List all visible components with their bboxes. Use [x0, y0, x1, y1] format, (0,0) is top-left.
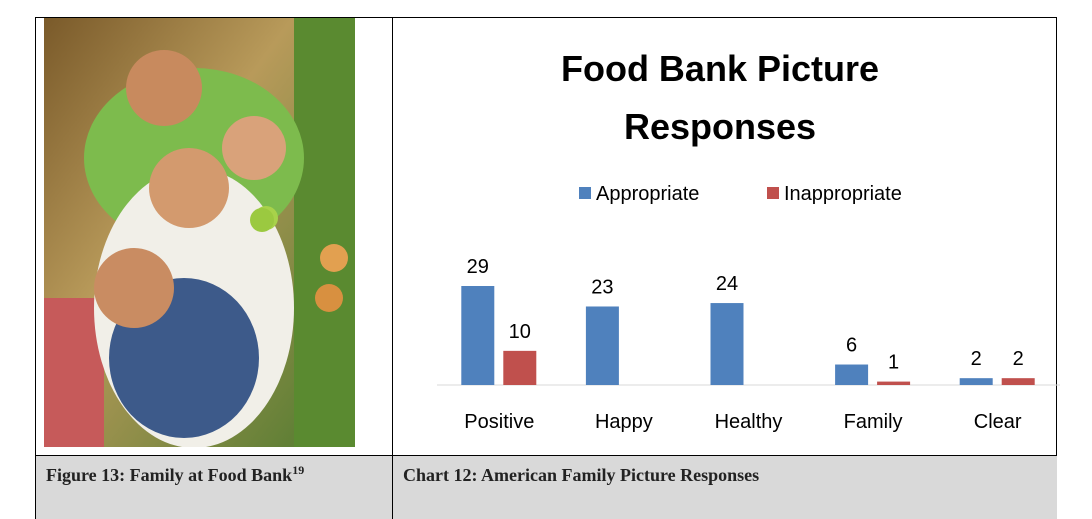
x-tick-label: Clear	[974, 411, 1022, 433]
value-label: 24	[716, 273, 738, 295]
value-label: 2	[971, 348, 982, 370]
bar	[877, 381, 911, 385]
bar	[835, 364, 869, 385]
value-label: 2	[1013, 348, 1024, 370]
chart-caption: Chart 12: American Family Picture Respon…	[393, 456, 1057, 519]
x-tick-label: Happy	[595, 411, 653, 433]
value-label: 6	[846, 335, 857, 357]
value-label: 10	[509, 321, 531, 343]
x-tick-label: Positive	[464, 411, 534, 433]
caption-footnote: 19	[292, 463, 305, 477]
value-label: 23	[591, 276, 613, 298]
caption-text: Chart 12: American Family Picture Respon…	[403, 465, 760, 485]
bar	[461, 286, 495, 385]
bar	[959, 378, 993, 385]
x-tick-label: Family	[844, 411, 903, 433]
bar	[710, 303, 744, 385]
value-label: 29	[467, 256, 489, 278]
legend-label: Appropriate	[596, 183, 699, 205]
chart: Appropriate Inappropriate Positive 29 10 Happ…	[437, 183, 1060, 433]
chart-title: Food Bank Picture Responses	[560, 48, 880, 147]
figure-caption: Figure 13: Family at Food Bank19	[36, 456, 392, 519]
photo	[44, 18, 355, 447]
bar	[1001, 378, 1035, 385]
x-tick-label: Healthy	[715, 411, 783, 433]
cell-divider	[392, 17, 393, 519]
legend-swatch	[767, 187, 779, 199]
caption-text: Figure 13: Family at Food Bank	[46, 465, 293, 485]
row-divider	[35, 455, 1057, 456]
bar	[585, 306, 619, 385]
bar	[503, 350, 537, 385]
legend-label: Inappropriate	[784, 183, 902, 205]
table-frame	[35, 17, 1057, 519]
legend-swatch	[579, 187, 591, 199]
value-label: 1	[888, 352, 899, 374]
